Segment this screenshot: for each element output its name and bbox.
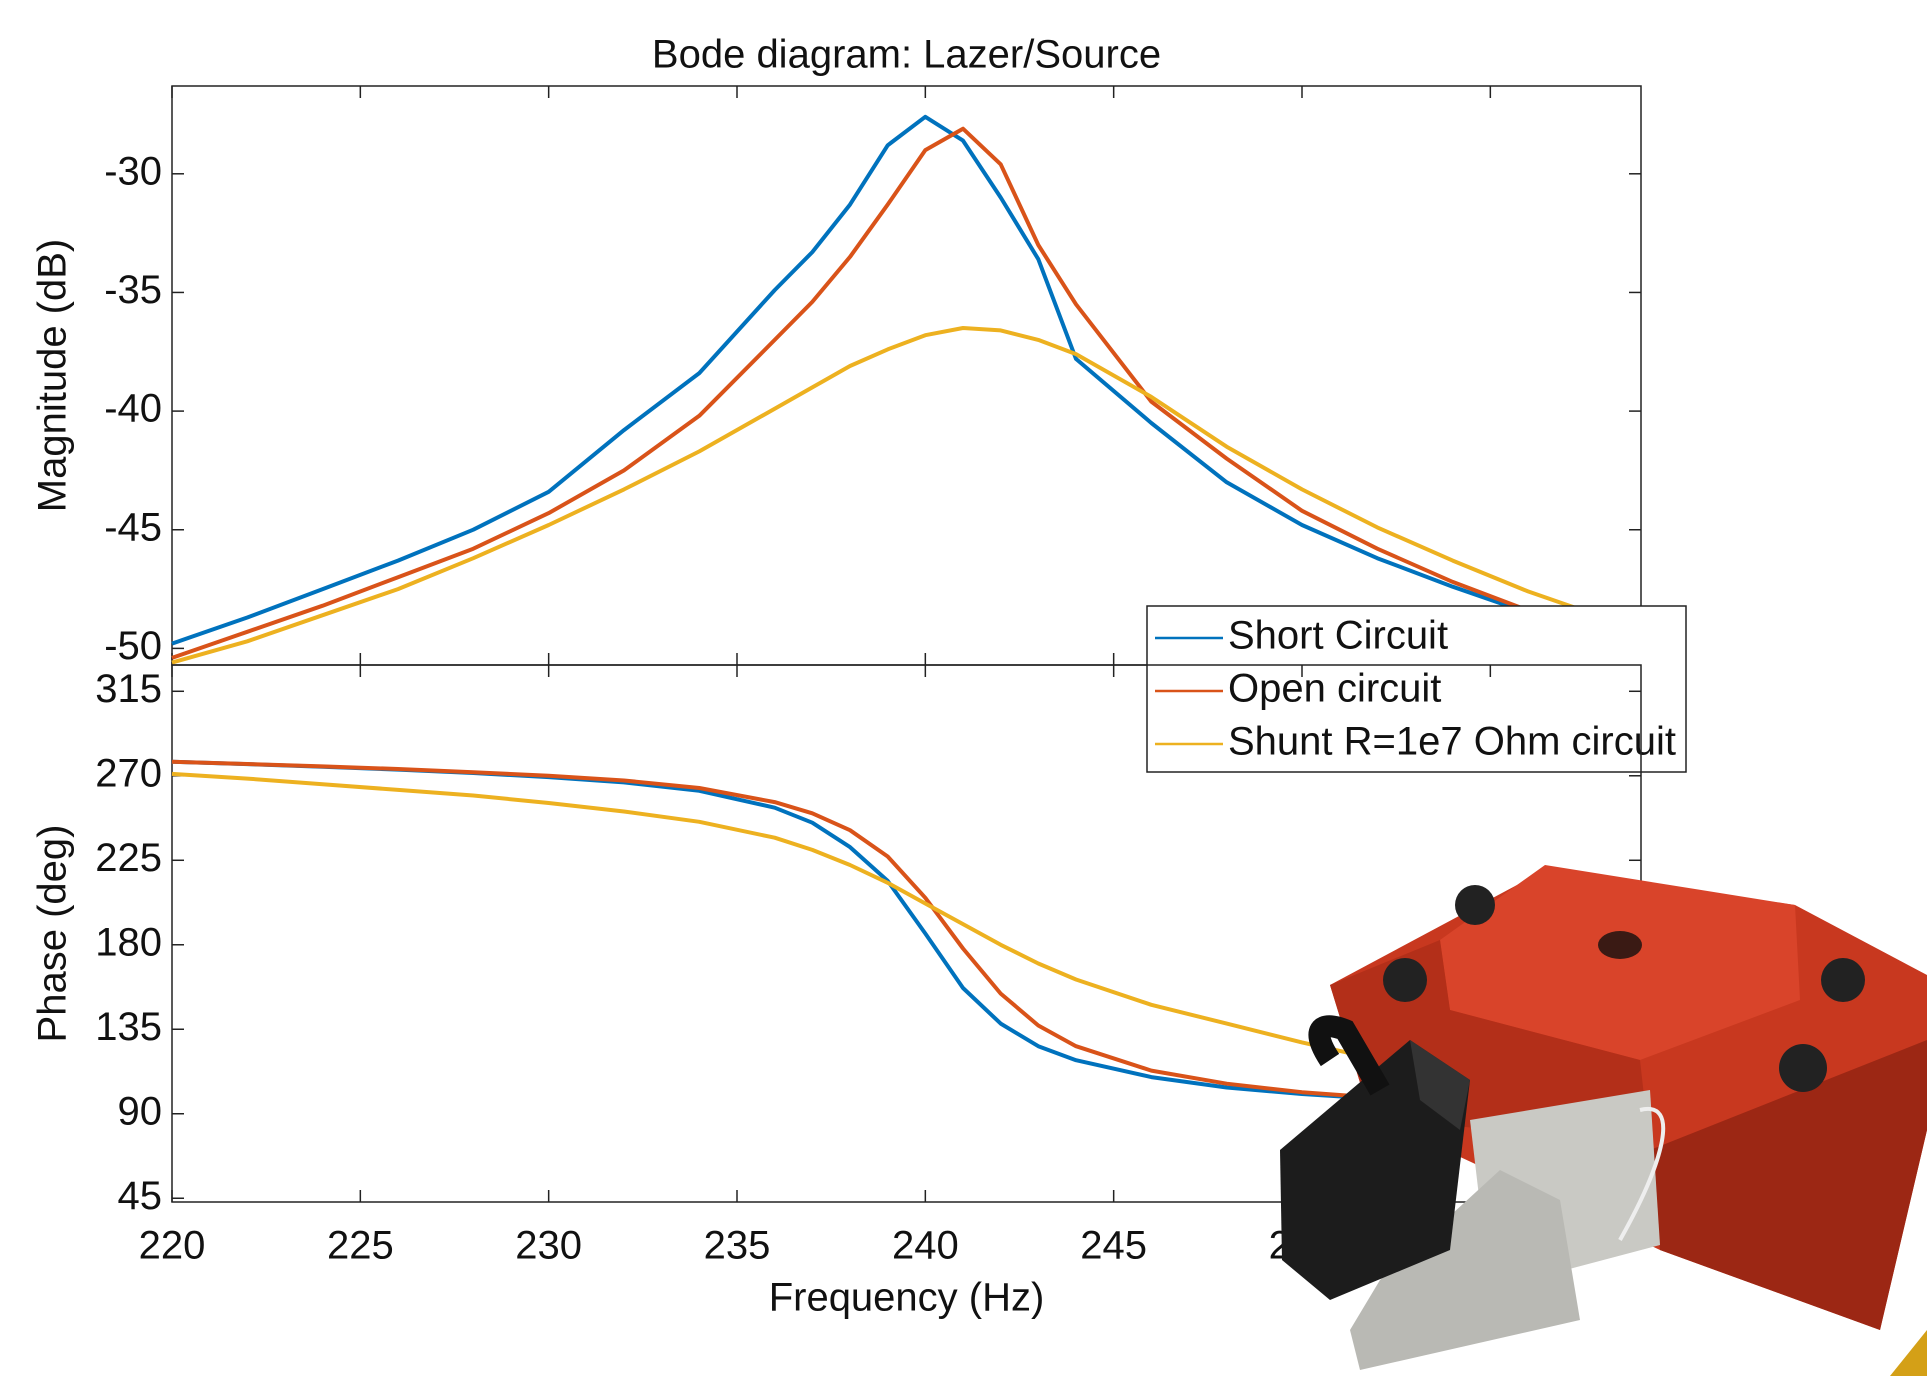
y-axis-label: Magnitude (dB) [31,239,75,512]
legend-box [1146,605,1687,773]
legend: Short Circuit Open circuit Shunt R=1e7 Ohm… [1146,605,1687,773]
x-tick-label: 240 [892,1224,959,1268]
series-line [171,759,1604,1108]
photo-cable [1308,1015,1390,1096]
y-tick-label: -35 [104,268,162,312]
photo-sensor [1280,1040,1470,1300]
y-tick-label: 315 [95,667,162,711]
legend-label: Open circuit [1228,667,1441,711]
y-tick-label: 135 [95,1005,162,1049]
series-line [171,326,1604,665]
photo-corner [1890,1330,1927,1376]
x-tick-label: 235 [704,1224,771,1268]
series-line [171,114,1604,646]
photo-bolt [1821,958,1865,1002]
legend-label: Shunt R=1e7 Ohm circuit [1228,720,1676,764]
x-tick-label: 230 [515,1224,582,1268]
photo-sensor-top [1410,1040,1470,1130]
photo-block-front [1650,1040,1927,1330]
photo-hole [1598,931,1642,959]
y-tick-label: 180 [95,920,162,964]
y-tick-label: 45 [118,1174,163,1218]
x-tick-label: 245 [1080,1224,1147,1268]
photo-bolt [1455,885,1495,925]
photo-bolt [1779,1044,1827,1092]
y-tick-label: -40 [104,387,162,431]
series-line [171,126,1604,660]
y-tick-label: 225 [95,836,162,880]
y-tick-label: 90 [118,1089,163,1133]
x-axis-label: Frequency (Hz) [769,1276,1045,1320]
photo-wire [1618,1106,1666,1241]
device-photo [1280,865,1927,1376]
photo-block-top [1440,865,1800,1060]
y-tick-label: 270 [95,751,162,795]
y-tick-label: -45 [104,505,162,549]
photo-bolt [1383,958,1427,1002]
chart-title: Bode diagram: Lazer/Source [652,33,1161,77]
x-tick-label: 220 [139,1224,206,1268]
y-tick-label: -50 [104,624,162,668]
y-axis-label: Phase (deg) [31,825,75,1043]
legend-label: Short Circuit [1228,614,1448,658]
x-tick-label: 225 [327,1224,394,1268]
photo-bracket [1350,1170,1580,1370]
y-tick-label: -30 [104,149,162,193]
